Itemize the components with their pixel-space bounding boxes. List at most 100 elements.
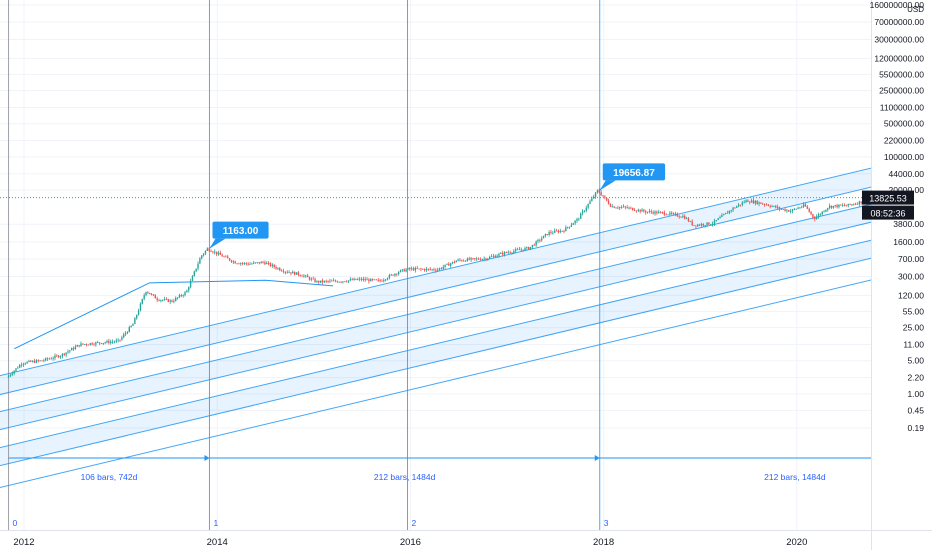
candle-body bbox=[225, 256, 227, 258]
current-price-box bbox=[862, 190, 914, 205]
candle-body bbox=[54, 355, 56, 359]
candle-body bbox=[620, 207, 623, 208]
channel-band bbox=[0, 168, 871, 395]
candle-body bbox=[306, 275, 309, 278]
candle-body bbox=[615, 207, 617, 209]
channel-line bbox=[0, 279, 871, 488]
candle-body bbox=[111, 341, 114, 343]
candle-body bbox=[604, 196, 606, 198]
candle-body bbox=[373, 279, 376, 281]
candle-body bbox=[9, 374, 12, 376]
candle-body bbox=[319, 280, 322, 283]
current-price-label: 13825.53 bbox=[869, 194, 907, 204]
candle-body bbox=[808, 208, 810, 212]
candle-body bbox=[332, 280, 335, 282]
candle-body bbox=[643, 209, 645, 212]
candle-body bbox=[108, 340, 110, 343]
current-price-marker: 13825.53 08:52:36 bbox=[862, 190, 914, 220]
candle-body bbox=[48, 358, 51, 360]
candle-body bbox=[253, 262, 255, 264]
candle-body bbox=[665, 214, 667, 216]
candle-body bbox=[485, 258, 487, 260]
candle-body bbox=[760, 202, 762, 204]
candle-body bbox=[492, 255, 495, 257]
candle-body bbox=[743, 202, 745, 204]
candle-body bbox=[65, 352, 67, 355]
candle-body bbox=[338, 281, 340, 283]
candle-body bbox=[292, 271, 294, 274]
candle-body bbox=[728, 210, 731, 214]
candle-body bbox=[780, 208, 783, 210]
candle-body bbox=[312, 278, 314, 280]
candle-body bbox=[548, 231, 550, 235]
candle-body bbox=[786, 210, 788, 212]
candle-body bbox=[353, 278, 355, 281]
candle-body bbox=[141, 299, 143, 304]
candle-body bbox=[778, 207, 781, 209]
candle-body bbox=[557, 230, 560, 233]
candle-body bbox=[113, 341, 116, 343]
candle-body bbox=[61, 353, 64, 357]
candle-body bbox=[236, 263, 238, 265]
candle-body bbox=[754, 200, 757, 204]
candle-body bbox=[258, 262, 261, 264]
price-tick-label: 500000.00 bbox=[884, 119, 924, 129]
candle-body bbox=[219, 252, 222, 255]
candle-body bbox=[734, 207, 736, 209]
candle-body bbox=[221, 254, 223, 257]
candle-body bbox=[472, 258, 474, 259]
candle-body bbox=[645, 211, 647, 213]
candle-body bbox=[708, 222, 710, 225]
time-axis[interactable]: 201220142016201820202022202420262028 bbox=[0, 530, 932, 549]
candle-body bbox=[626, 207, 628, 208]
candle-body bbox=[749, 201, 751, 203]
candle-body bbox=[775, 205, 777, 208]
candle-body bbox=[791, 209, 794, 212]
candle-body bbox=[251, 263, 253, 265]
candle-body bbox=[299, 274, 301, 276]
candle-body bbox=[500, 252, 502, 254]
candle-body bbox=[628, 207, 630, 209]
candle-body bbox=[344, 281, 346, 283]
candle-body bbox=[41, 360, 43, 362]
cycle-number-label: 1 bbox=[213, 518, 218, 528]
candle-body bbox=[711, 223, 714, 225]
candle-body bbox=[801, 206, 803, 208]
candle-body bbox=[176, 297, 179, 299]
candle-body bbox=[481, 259, 483, 260]
candle-body bbox=[349, 279, 352, 281]
candle-body bbox=[56, 355, 58, 357]
candle-body bbox=[422, 269, 424, 270]
candle-body bbox=[687, 218, 690, 222]
candle-body bbox=[182, 295, 184, 297]
candle-body bbox=[214, 251, 216, 253]
candle-body bbox=[223, 256, 225, 258]
candle-body bbox=[812, 214, 814, 218]
candle-body bbox=[336, 281, 339, 283]
candle-body bbox=[308, 277, 311, 280]
price-axis[interactable]: USD 160000000.00 70000000.00 30000000.00 12… bbox=[870, 0, 925, 550]
candle-body bbox=[804, 204, 807, 207]
candle-body bbox=[371, 278, 374, 280]
candle-body bbox=[396, 273, 398, 275]
candle-body bbox=[851, 204, 853, 206]
candle-body bbox=[555, 230, 558, 232]
candle-body bbox=[567, 227, 569, 228]
candle-body bbox=[357, 279, 359, 281]
candle-body bbox=[379, 279, 381, 281]
candle-body bbox=[496, 255, 498, 257]
candle-body bbox=[245, 262, 248, 264]
candle-body bbox=[31, 360, 34, 362]
candle-body bbox=[238, 263, 240, 265]
candle-body bbox=[314, 278, 316, 283]
candle-body bbox=[613, 206, 615, 208]
candle-body bbox=[97, 342, 99, 344]
candle-body bbox=[715, 220, 718, 221]
candle-body bbox=[139, 303, 142, 311]
candle-body bbox=[280, 270, 283, 272]
candle-body bbox=[765, 204, 768, 206]
candle-body bbox=[797, 207, 799, 209]
candle-body bbox=[784, 209, 786, 211]
